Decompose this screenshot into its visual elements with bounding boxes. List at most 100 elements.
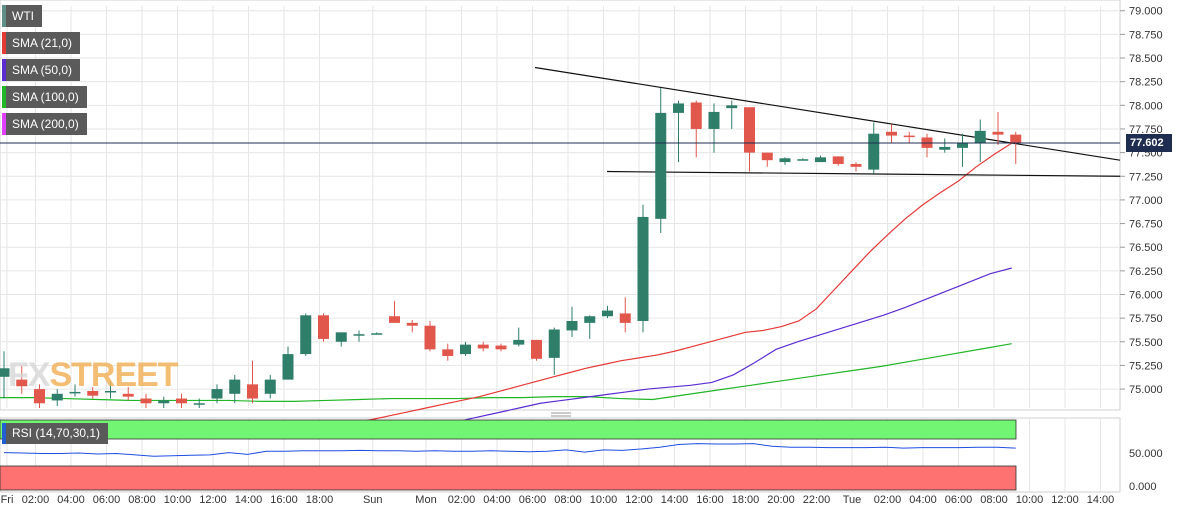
legend-item-sma200[interactable]: SMA (200,0)	[2, 113, 87, 135]
resistance-trendline	[534, 66, 1121, 161]
sma21-line	[319, 142, 1013, 428]
legend-sma21-label: SMA (21,0)	[12, 36, 73, 50]
sma50-line	[390, 267, 1012, 437]
candle-body	[424, 325, 436, 350]
candle-body	[584, 316, 596, 323]
watermark-part1: FX	[8, 356, 50, 394]
candle-body	[16, 379, 28, 387]
x-tick-label: Sun	[363, 494, 383, 506]
x-tick-label: 04:00	[483, 494, 511, 506]
legend-sma200-label: SMA (200,0)	[12, 117, 79, 131]
candle-body	[548, 329, 560, 358]
y-tick-label: 76.250	[1129, 266, 1163, 278]
candle-body	[939, 146, 951, 150]
y-tick-label: 79.000	[1129, 6, 1163, 18]
candle-body	[318, 315, 329, 339]
legend-wti-label: WTI	[12, 9, 34, 23]
candle-body	[406, 322, 418, 326]
candle-body	[247, 384, 258, 399]
candle-body	[637, 216, 649, 321]
candle-body	[460, 344, 471, 355]
candle-body	[477, 344, 489, 349]
y-tick-label: 78.750	[1129, 29, 1163, 41]
candle-body	[886, 131, 897, 136]
candle-body	[513, 339, 525, 345]
candle-body	[903, 135, 915, 138]
x-tick-label: 06:00	[945, 494, 973, 506]
y-tick-label: 75.000	[1129, 384, 1163, 396]
candle-body	[211, 389, 223, 399]
y-tick-label: 78.500	[1129, 53, 1163, 65]
candle-body	[87, 390, 99, 396]
candle-body	[779, 158, 791, 163]
candle-body	[797, 159, 809, 161]
x-tick-label: 18:00	[732, 494, 760, 506]
candle-body	[815, 157, 826, 163]
legend-item-sma100[interactable]: SMA (100,0)	[2, 86, 87, 108]
x-tick-label: Mon	[415, 494, 436, 506]
y-tick-label: 78.250	[1129, 77, 1163, 89]
candle-body	[957, 143, 968, 148]
candle-body	[655, 112, 667, 219]
candle-body	[229, 379, 241, 394]
legend-item-sma21[interactable]: SMA (21,0)	[2, 32, 81, 54]
candle-body	[176, 398, 187, 404]
candle-body	[105, 390, 116, 393]
candle-body	[974, 130, 986, 144]
y-tick-label: 78.000	[1129, 100, 1163, 112]
candle-body	[264, 379, 276, 394]
rsi-label: RSI (14,70,30,1)	[12, 426, 101, 440]
x-tick-label: 12:00	[1051, 494, 1079, 506]
y-tick-label: 75.250	[1129, 360, 1163, 372]
candle-body	[442, 349, 454, 356]
legend-sma50-label: SMA (50,0)	[12, 63, 73, 77]
candle-body	[335, 332, 347, 342]
candle-body	[619, 313, 631, 323]
legend-item-wti[interactable]: WTI	[2, 5, 42, 27]
support-trendline	[606, 170, 1121, 177]
rsi-overbought-zone	[0, 419, 1017, 440]
candle-body	[282, 354, 294, 380]
candle-body	[832, 156, 844, 164]
candle-body	[193, 403, 205, 405]
candle-body	[140, 398, 152, 404]
candle-body	[744, 107, 755, 153]
main-pane	[0, 0, 1121, 411]
candle-body	[158, 400, 170, 404]
y-tick-label: 77.000	[1129, 195, 1163, 207]
candle-body	[389, 316, 400, 323]
x-tick-label: 12:00	[625, 494, 653, 506]
candle-body	[708, 111, 720, 129]
candle-body	[673, 103, 684, 113]
y-tick-label: 76.000	[1129, 289, 1163, 301]
y-tick-label: 75.500	[1129, 337, 1163, 349]
rsi-tick-label: 50.000	[1129, 448, 1163, 460]
candle-body	[761, 152, 773, 161]
x-tick-label: 10:00	[164, 494, 192, 506]
x-tick-label: 02:00	[448, 494, 476, 506]
x-tick-label: Fri	[1, 494, 14, 506]
candle-body	[566, 320, 578, 331]
legend-item-sma50[interactable]: SMA (50,0)	[2, 59, 81, 81]
x-tick-label: 04:00	[909, 494, 937, 506]
x-tick-label: 18:00	[306, 494, 334, 506]
x-tick-label: 02:00	[22, 494, 50, 506]
rsi-legend[interactable]: RSI (14,70,30,1)	[2, 423, 109, 444]
candle-body	[353, 334, 365, 336]
candle-body	[0, 368, 10, 377]
candle-body	[51, 393, 63, 401]
x-tick-label: 06:00	[519, 494, 547, 506]
candle-body	[850, 163, 862, 167]
candle-body	[531, 339, 542, 359]
watermark-part2: STREET	[49, 356, 178, 394]
x-tick-label: 22:00	[803, 494, 831, 506]
candle-body	[868, 133, 880, 170]
candle-body	[1010, 134, 1022, 144]
x-tick-label: 10:00	[590, 494, 618, 506]
x-tick-label: 14:00	[235, 494, 263, 506]
candle-body	[69, 391, 81, 394]
x-tick-label: 20:00	[767, 494, 795, 506]
y-tick-label: 77.250	[1129, 171, 1163, 183]
